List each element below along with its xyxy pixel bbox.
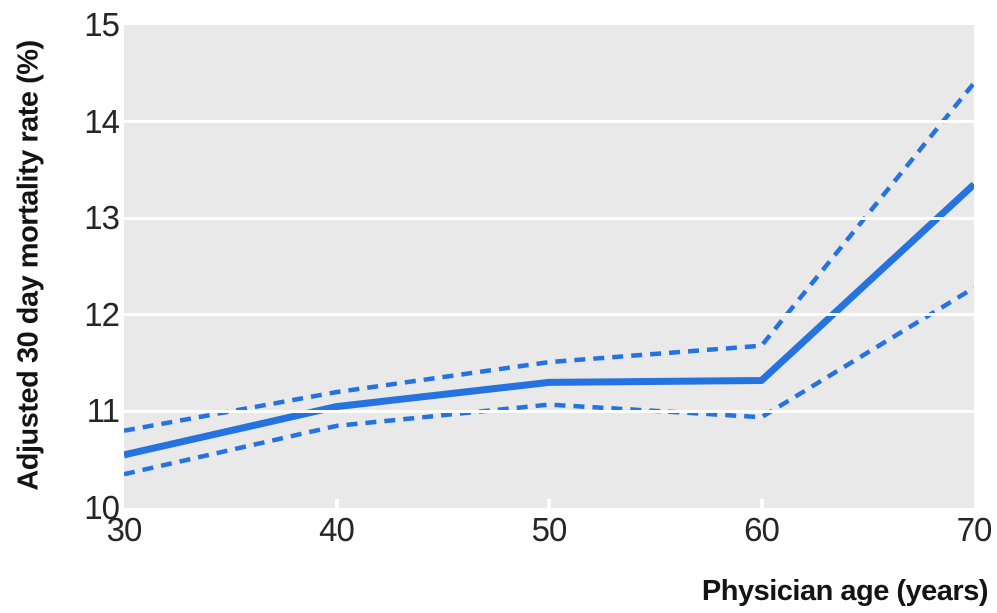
x-tick-mark-60 bbox=[759, 499, 764, 508]
gridline-13 bbox=[124, 216, 974, 220]
x-tick-label: 50 bbox=[531, 511, 568, 548]
y-tick-labels: 10 11 12 13 14 15 bbox=[0, 0, 120, 613]
y-tick-label: 10 bbox=[84, 488, 120, 526]
gridline-14 bbox=[124, 120, 974, 124]
gridline-11 bbox=[124, 409, 974, 413]
y-tick-label: 14 bbox=[84, 102, 120, 140]
series-line-ci-lower bbox=[124, 285, 974, 477]
x-tick-label: 70 bbox=[956, 511, 993, 548]
plot-area bbox=[124, 25, 974, 508]
x-tick-label: 30 bbox=[106, 511, 143, 548]
x-tick-label: 40 bbox=[319, 511, 355, 548]
series-line-ci-upper bbox=[124, 81, 974, 433]
x-tick-label: 60 bbox=[744, 511, 780, 548]
y-tick-label: 11 bbox=[86, 392, 120, 430]
gridline-12 bbox=[124, 313, 974, 317]
y-tick-label: 13 bbox=[84, 199, 120, 237]
y-tick-label: 15 bbox=[84, 5, 120, 43]
x-tick-mark-50 bbox=[547, 499, 551, 508]
x-tick-mark-40 bbox=[334, 499, 339, 508]
y-tick-label: 12 bbox=[84, 295, 120, 333]
x-axis-title: Physician age (years) bbox=[701, 575, 989, 607]
